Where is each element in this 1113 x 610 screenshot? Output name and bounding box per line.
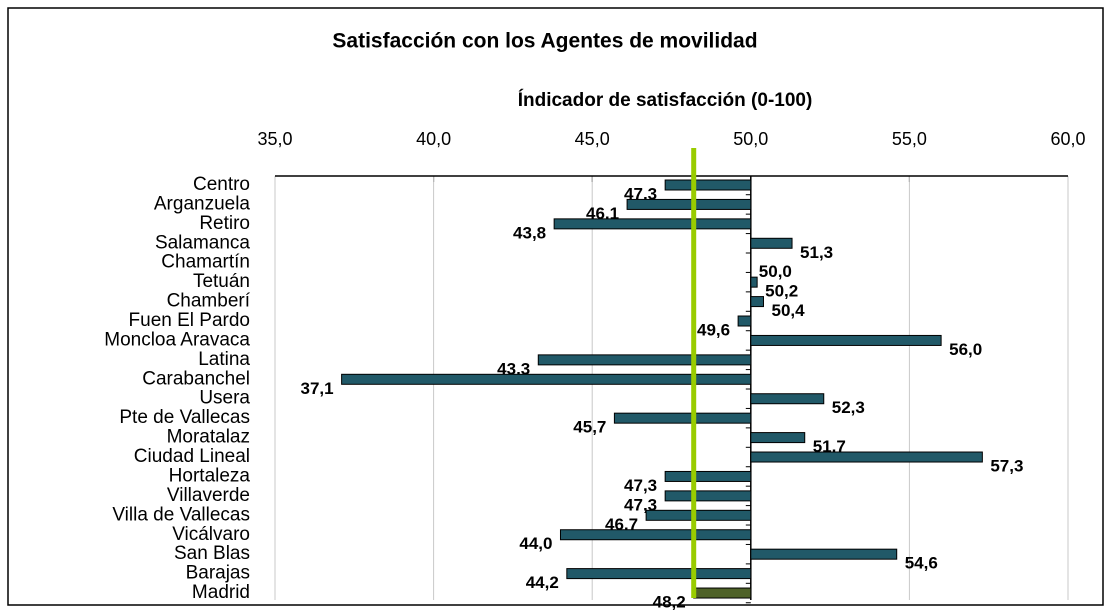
chart-frame [7, 7, 1104, 606]
data-label: 43,3 [497, 359, 530, 378]
bar [750, 393, 825, 405]
data-label: 54,6 [905, 554, 938, 573]
data-label: 51,3 [800, 243, 833, 262]
data-label: 57,3 [990, 457, 1023, 476]
data-label: 44,0 [519, 534, 552, 553]
y-tick-label: Villa de Vallecas [112, 504, 250, 525]
data-label: 51,7 [813, 437, 846, 456]
x-tick-label: 55,0 [892, 129, 927, 149]
bar [750, 334, 942, 346]
data-label: 50,4 [771, 301, 805, 320]
y-tick-label: Hortaleza [169, 465, 251, 486]
data-label: 47,3 [624, 476, 657, 495]
data-label: 43,8 [513, 223, 546, 242]
bar [553, 218, 752, 230]
x-tick-label: 35,0 [257, 129, 292, 149]
x-tick-label: 45,0 [575, 129, 610, 149]
y-tick-label: Latina [198, 349, 250, 370]
x-tick-label: 60,0 [1050, 129, 1085, 149]
chart-title: Satisfacción con los Agentes de movilida… [332, 30, 757, 53]
bar [626, 198, 752, 210]
bar [750, 451, 983, 463]
data-label: 52,3 [832, 398, 865, 417]
data-label: 44,2 [526, 573, 559, 592]
y-tick-label: Moncloa Aravaca [104, 329, 250, 350]
y-tick-label: Madrid [192, 582, 250, 603]
y-tick-label: Moratalaz [167, 427, 250, 448]
y-tick-label: Chamartín [161, 252, 250, 273]
y-tick-label: Usera [199, 388, 250, 409]
y-tick-label: Pte de Vallecas [119, 407, 250, 428]
y-tick-label: Centro [193, 174, 250, 195]
bar [341, 373, 752, 385]
bar [537, 354, 752, 366]
bar [664, 179, 752, 191]
bar [693, 587, 752, 599]
data-label: 46,7 [605, 515, 638, 534]
bar [664, 470, 752, 482]
bar [613, 412, 752, 424]
y-tick-label: Villaverde [167, 485, 250, 506]
y-tick-label: Fuen El Pardo [129, 310, 250, 331]
data-label: 49,6 [697, 320, 730, 339]
y-tick-label: San Blas [174, 543, 250, 564]
y-tick-label: Arganzuela [154, 193, 251, 214]
bar [750, 548, 898, 560]
bar [559, 529, 752, 541]
data-label: 47,3 [624, 495, 657, 514]
data-label: 37,1 [301, 379, 334, 398]
data-label: 56,0 [949, 340, 982, 359]
bar [750, 296, 764, 308]
bar [664, 490, 752, 502]
data-label: 50,2 [765, 282, 798, 301]
data-label: 50,0 [759, 262, 792, 281]
y-tick-label: Retiro [199, 213, 250, 234]
bar [645, 509, 752, 521]
bar [566, 568, 752, 580]
y-tick-label: Vicálvaro [172, 524, 250, 545]
bar [750, 237, 793, 249]
y-tick-label: Ciudad Lineal [134, 446, 250, 467]
data-label: 45,7 [573, 418, 606, 437]
bar [750, 432, 806, 444]
y-tick-label: Carabanchel [142, 368, 250, 389]
bar [750, 276, 758, 288]
axis-title: Índicador de satisfacción (0-100) [518, 89, 813, 111]
data-label: 46,1 [586, 204, 619, 223]
data-label: 47,3 [624, 184, 657, 203]
bar [737, 315, 752, 327]
x-tick-label: 40,0 [416, 129, 451, 149]
y-tick-label: Tetuán [193, 271, 250, 292]
x-tick-label: 50,0 [733, 129, 768, 149]
y-tick-label: Salamanca [155, 232, 250, 253]
y-tick-label: Chamberí [167, 291, 251, 312]
y-tick-label: Barajas [186, 563, 250, 584]
data-label: 48,2 [653, 593, 686, 610]
